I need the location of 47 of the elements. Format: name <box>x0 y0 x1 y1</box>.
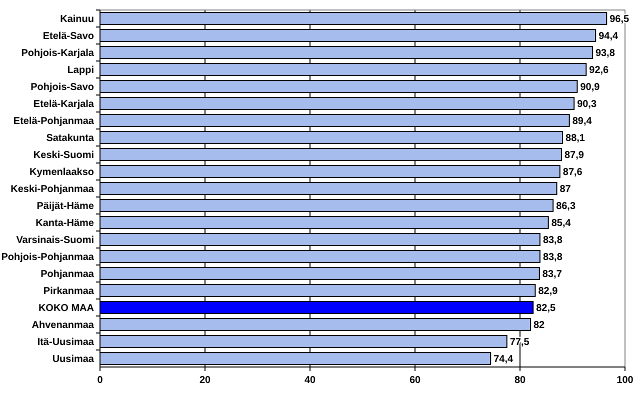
data-label: 94,4 <box>598 31 618 42</box>
y-tick-label: Uusimaa <box>52 354 94 365</box>
y-tick-label: Satakunta <box>46 133 94 144</box>
y-tick-label: Pirkanmaa <box>43 286 94 297</box>
y-tick-label: Pohjois-Karjala <box>21 48 94 59</box>
data-label: 74,4 <box>494 354 514 365</box>
data-label: 96,5 <box>610 14 630 25</box>
x-tick-label: 60 <box>409 375 421 386</box>
x-tick-label: 100 <box>616 375 634 386</box>
x-tick-label: 0 <box>97 375 104 386</box>
x-tick-label: 80 <box>514 375 526 386</box>
x-tick-label: 40 <box>304 375 316 386</box>
data-label: 92,6 <box>589 65 610 76</box>
y-tick-label: Kymenlaakso <box>30 167 94 178</box>
y-tick-label: Itä-Uusimaa <box>37 337 94 348</box>
y-tick-label: Etelä-Pohjanmaa <box>13 116 94 127</box>
data-label: 83,8 <box>542 235 563 246</box>
data-label: 87,9 <box>564 150 584 161</box>
y-tick-label: KOKO MAA <box>38 303 94 314</box>
y-tick-label: Kanta-Häme <box>36 218 94 229</box>
y-tick-label: Pohjois-Pohjanmaa <box>1 252 94 263</box>
y-tick-label: Lappi <box>67 65 94 76</box>
data-label: 82,5 <box>536 303 556 314</box>
data-label: 88,1 <box>566 133 586 144</box>
y-tick-label: Etelä-Savo <box>42 31 94 42</box>
data-label: 90,3 <box>577 99 597 110</box>
y-tick-label: Kainuu <box>60 14 94 25</box>
x-tick-label: 20 <box>199 375 211 386</box>
y-tick-label: Pohjanmaa <box>40 269 94 280</box>
data-label: 83,7 <box>542 269 562 280</box>
y-tick-label: Pohjois-Savo <box>30 82 94 93</box>
data-label: 85,4 <box>551 218 572 229</box>
y-tick-label: Keski-Pohjanmaa <box>10 184 94 195</box>
data-label: 86,3 <box>556 201 576 212</box>
y-tick-label: Ahvenanmaa <box>32 320 94 331</box>
data-label: 89,4 <box>572 116 592 127</box>
y-tick-label: Päijät-Häme <box>36 201 94 212</box>
y-tick-label: Varsinais-Suomi <box>16 235 94 246</box>
data-label: 82,9 <box>538 286 558 297</box>
y-tick-label: Etelä-Karjala <box>33 99 94 110</box>
data-label: 83,8 <box>542 252 563 263</box>
data-label: 93,8 <box>595 48 616 59</box>
data-label: 87 <box>560 184 572 195</box>
data-label: 82 <box>534 320 546 331</box>
y-tick-label: Keski-Suomi <box>33 150 94 161</box>
data-label: 87,6 <box>562 167 583 178</box>
data-label: 90,9 <box>580 82 600 93</box>
